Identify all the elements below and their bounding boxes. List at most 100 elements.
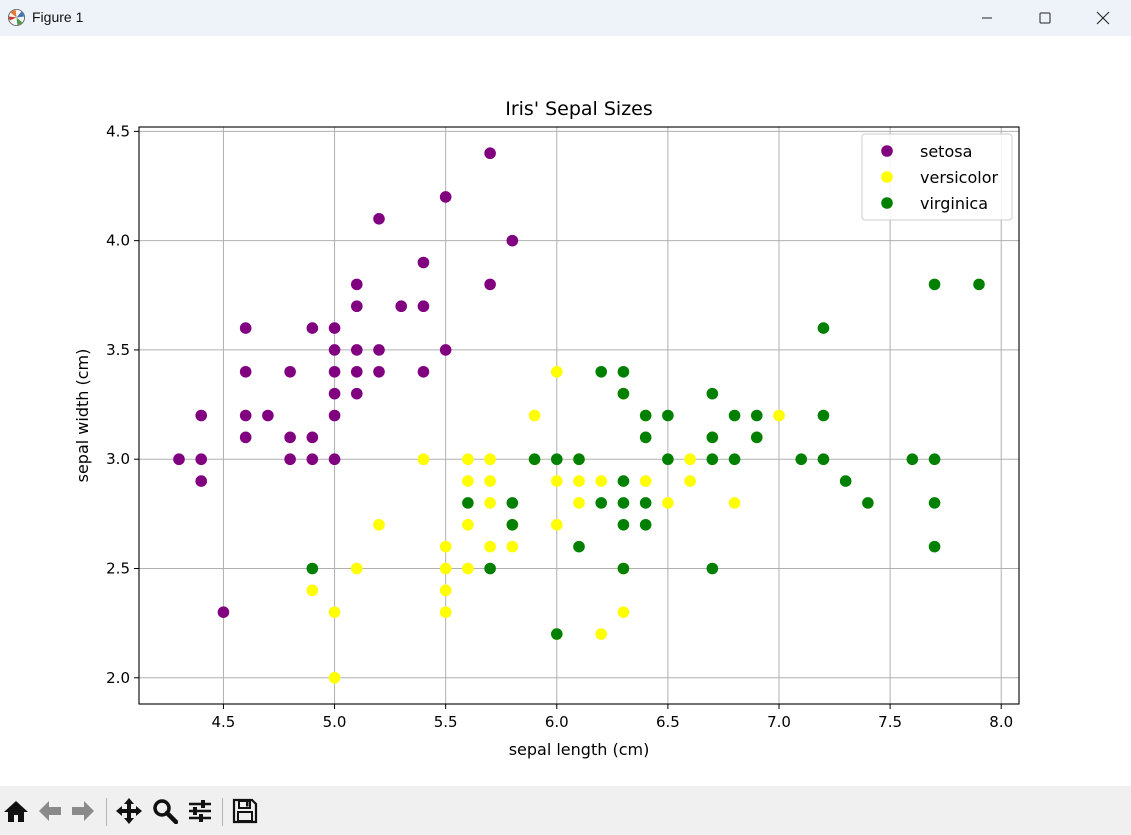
data-point-setosa [506,234,519,247]
data-point-virginica [928,540,941,553]
data-point-setosa [417,365,430,378]
data-point-setosa [328,322,341,334]
data-point-setosa [484,278,496,291]
data-point-versicolor [484,540,496,553]
data-point-versicolor [595,475,608,487]
zoom-button[interactable] [150,796,180,826]
data-point-virginica [528,453,541,466]
x-tick-label: 6.0 [545,713,569,731]
figure-canvas[interactable]: 4.5 5.0 5.5 6.0 6.5 7.0 7.5 8.0 2.0 2.5 3.0 3.5 4.0 4… [0,36,1131,786]
y-tick-label: 2.5 [106,559,130,577]
data-point-virginica [706,562,719,575]
pan-icon [116,798,142,824]
data-point-setosa [195,409,208,422]
data-point-versicolor [462,518,474,531]
close-icon [1096,11,1110,25]
data-point-setosa [306,431,319,444]
data-point-setosa [373,212,385,225]
data-point-setosa [373,344,385,356]
plot-frame [138,126,1020,705]
window-title: Figure 1 [32,9,84,25]
data-point-setosa [328,365,341,378]
data-point-versicolor [439,606,452,619]
data-point-setosa [350,365,363,378]
data-point-versicolor [350,562,363,575]
y-axis-label: sepal width (cm) [73,349,92,483]
data-point-versicolor [462,475,474,487]
y-tick-label: 4.0 [106,232,130,250]
data-point-virginica [928,278,941,291]
legend-label-virginica: virginica [920,194,988,213]
configure-subplots-button[interactable] [185,796,215,826]
scatter-chart: 4.5 5.0 5.5 6.0 6.5 7.0 7.5 8.0 2.0 2.5 3.0 3.5 4.0 4… [73,98,1020,759]
data-point-setosa [239,322,252,334]
minimize-icon [982,17,992,19]
data-point-versicolor [439,562,452,575]
data-point-setosa [350,278,363,291]
save-icon [232,798,258,824]
data-point-versicolor [639,475,652,487]
data-point-virginica [595,497,608,509]
data-point-versicolor [484,497,496,509]
data-point-setosa [328,387,341,400]
navigation-toolbar [0,786,1131,835]
data-point-setosa [306,453,319,466]
data-point-versicolor [550,365,563,378]
chart-title: Iris' Sepal Sizes [505,98,653,120]
data-point-versicolor [728,497,741,509]
toolbar-separator [222,798,223,826]
data-point-versicolor [306,584,319,597]
data-point-versicolor [595,628,608,640]
data-point-setosa [195,475,208,487]
save-button[interactable] [230,796,260,826]
data-point-virginica [728,453,741,466]
home-button[interactable] [1,796,31,826]
data-point-virginica [484,562,496,575]
data-point-virginica [906,453,919,466]
data-point-virginica [550,453,563,466]
pan-button[interactable] [114,796,144,826]
data-point-versicolor [417,453,430,466]
data-point-virginica [617,562,630,575]
maximize-icon [1039,12,1051,24]
data-point-setosa [306,322,319,334]
data-point-versicolor [684,475,696,487]
data-point-virginica [839,475,852,487]
data-point-setosa [373,365,385,378]
data-point-virginica [706,431,719,444]
data-point-versicolor [462,453,474,466]
x-axis-label: sepal length (cm) [509,740,650,759]
minimize-button[interactable] [958,0,1016,36]
data-point-versicolor [439,540,452,553]
y-tick-label: 3.0 [106,450,130,468]
maximize-button[interactable] [1016,0,1074,36]
data-point-virginica [506,518,519,531]
x-tick-label: 7.0 [767,713,791,731]
close-button[interactable] [1074,0,1131,36]
data-point-virginica [573,453,585,466]
data-point-versicolor [662,497,674,509]
home-icon [4,801,28,822]
data-point-virginica [573,540,585,553]
data-point-virginica [662,409,674,422]
data-point-virginica [639,409,652,422]
y-tick-label: 3.5 [106,341,130,359]
data-point-setosa [284,365,296,378]
data-point-setosa [328,344,341,356]
data-point-setosa [239,409,252,422]
data-point-virginica [862,497,874,509]
data-point-versicolor [528,409,541,422]
x-tick-label: 6.5 [656,713,680,731]
data-point-virginica [462,497,474,509]
data-point-versicolor [373,518,385,531]
data-point-virginica [306,562,319,575]
data-point-virginica [795,453,808,466]
data-point-versicolor [573,497,585,509]
legend-marker-versicolor [881,171,893,183]
data-point-versicolor [439,584,452,597]
zoom-icon [153,799,178,824]
data-point-virginica [617,497,630,509]
forward-button[interactable] [68,796,98,826]
x-tick-label: 4.5 [212,713,236,731]
back-button[interactable] [35,796,65,826]
